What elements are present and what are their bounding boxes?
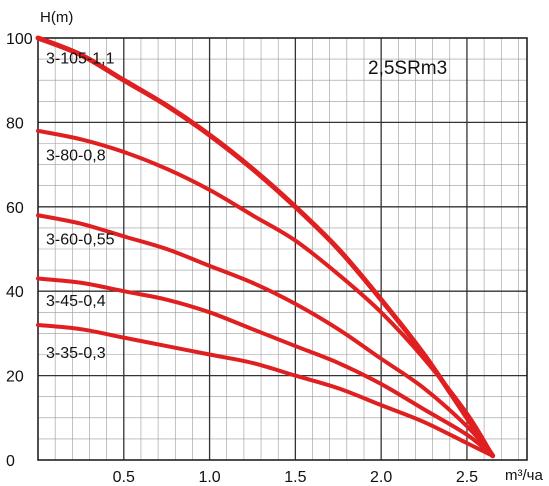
series-labels: 3-105-1,1 3-80-0,8 3-60-0,55 3-45-0,4 3-35-0… xyxy=(46,51,115,363)
x-tick-label: 0.5 xyxy=(113,469,135,486)
series-label: 3-80-0,8 xyxy=(46,147,106,164)
x-tick-label: 2.5 xyxy=(456,469,478,486)
series-label: 3-45-0,4 xyxy=(46,293,106,310)
x-axis-label: m³/ча xyxy=(505,467,543,484)
y-tick-label: 0 xyxy=(6,453,15,470)
plot-frame xyxy=(37,37,528,461)
x-tick-label: 2.0 xyxy=(370,469,392,486)
x-tick-label: 1.0 xyxy=(198,469,220,486)
series-line-2 xyxy=(36,128,495,458)
ticks: 0 20 40 60 80 100 0.5 1.0 1.5 2.0 2.5 xyxy=(6,31,478,486)
y-tick-label: 60 xyxy=(6,200,24,217)
series-line-4 xyxy=(36,276,495,458)
y-tick-label: 80 xyxy=(6,115,24,132)
series-line-3 xyxy=(36,213,495,458)
series-line-5 xyxy=(36,322,495,458)
chart-title: 2,5SRm3 xyxy=(368,58,447,79)
x-tick-label: 1.5 xyxy=(284,469,306,486)
series-label: 3-105-1,1 xyxy=(46,51,115,68)
y-tick-label: 100 xyxy=(6,31,33,48)
series-label: 3-35-0,3 xyxy=(46,345,106,362)
y-tick-label: 20 xyxy=(6,369,24,386)
y-tick-label: 40 xyxy=(6,284,24,301)
grid-major xyxy=(37,37,528,461)
series-label: 3-60-0,55 xyxy=(46,232,115,249)
y-axis-label: H(m) xyxy=(40,9,73,26)
curves xyxy=(35,35,496,459)
